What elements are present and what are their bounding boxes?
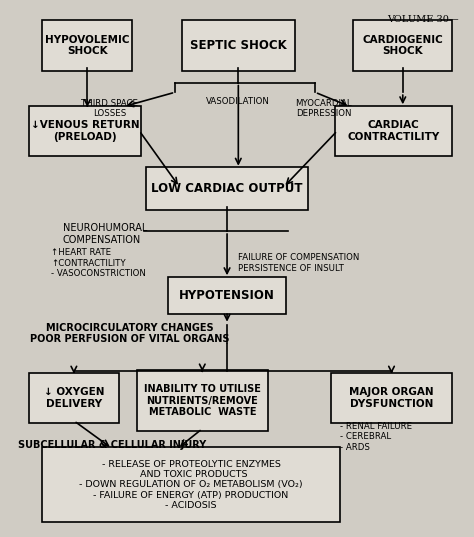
Text: SEPTIC SHOCK: SEPTIC SHOCK xyxy=(190,39,287,52)
Text: CARDIAC
CONTRACTILITY: CARDIAC CONTRACTILITY xyxy=(347,120,440,142)
FancyBboxPatch shape xyxy=(182,20,295,71)
Text: ↑HEART RATE
↑CONTRACTILITY
- VASOCONSTRICTION: ↑HEART RATE ↑CONTRACTILITY - VASOCONSTRI… xyxy=(51,248,146,278)
Text: CARDIOGENIC
SHOCK: CARDIOGENIC SHOCK xyxy=(363,35,443,56)
Text: SUBCELLULAR & CELLULAR INJURY: SUBCELLULAR & CELLULAR INJURY xyxy=(18,440,206,450)
Text: HYPOTENSION: HYPOTENSION xyxy=(179,289,275,302)
FancyBboxPatch shape xyxy=(29,106,141,156)
FancyBboxPatch shape xyxy=(42,447,340,523)
Text: ↓VENOUS RETURN
(PRELOAD): ↓VENOUS RETURN (PRELOAD) xyxy=(31,120,139,142)
FancyBboxPatch shape xyxy=(146,167,308,210)
Text: ↓ OXYGEN
DELIVERY: ↓ OXYGEN DELIVERY xyxy=(44,387,104,409)
Text: INABILITY TO UTILISE
NUTRIENTS/REMOVE
METABOLIC  WASTE: INABILITY TO UTILISE NUTRIENTS/REMOVE ME… xyxy=(144,384,261,417)
FancyBboxPatch shape xyxy=(335,106,452,156)
FancyBboxPatch shape xyxy=(42,20,132,71)
FancyBboxPatch shape xyxy=(331,373,452,423)
Text: LOW CARDIAC OUTPUT: LOW CARDIAC OUTPUT xyxy=(151,182,303,195)
Text: HYPOVOLEMIC
SHOCK: HYPOVOLEMIC SHOCK xyxy=(45,35,129,56)
FancyBboxPatch shape xyxy=(137,370,268,431)
FancyBboxPatch shape xyxy=(168,277,286,314)
Text: MYOCARDIAL
DEPRESSION: MYOCARDIAL DEPRESSION xyxy=(296,98,352,118)
Text: MICROCIRCULATORY CHANGES
POOR PERFUSION OF VITAL ORGANS: MICROCIRCULATORY CHANGES POOR PERFUSION … xyxy=(30,323,230,344)
Text: VASODILATION: VASODILATION xyxy=(206,97,270,106)
Text: VOLUME 30—: VOLUME 30— xyxy=(387,14,459,24)
Text: THIRD SPACE
LOSSES: THIRD SPACE LOSSES xyxy=(82,98,138,118)
Text: - RELEASE OF PROTEOLYTIC ENZYMES
  AND TOXIC PRODUCTS
- DOWN REGULATION OF O₂ ME: - RELEASE OF PROTEOLYTIC ENZYMES AND TOX… xyxy=(79,460,303,510)
Text: MAJOR ORGAN
DYSFUNCTION: MAJOR ORGAN DYSFUNCTION xyxy=(349,387,434,409)
Text: - RENAL FAILURE
- CEREBRAL
- ARDS: - RENAL FAILURE - CEREBRAL - ARDS xyxy=(340,422,412,452)
Text: NEUROHUMORAL
COMPENSATION: NEUROHUMORAL COMPENSATION xyxy=(63,223,147,244)
FancyBboxPatch shape xyxy=(353,20,452,71)
FancyBboxPatch shape xyxy=(29,373,119,423)
Text: FAILURE OF COMPENSATION
PERSISTENCE OF INSULT: FAILURE OF COMPENSATION PERSISTENCE OF I… xyxy=(238,253,360,273)
